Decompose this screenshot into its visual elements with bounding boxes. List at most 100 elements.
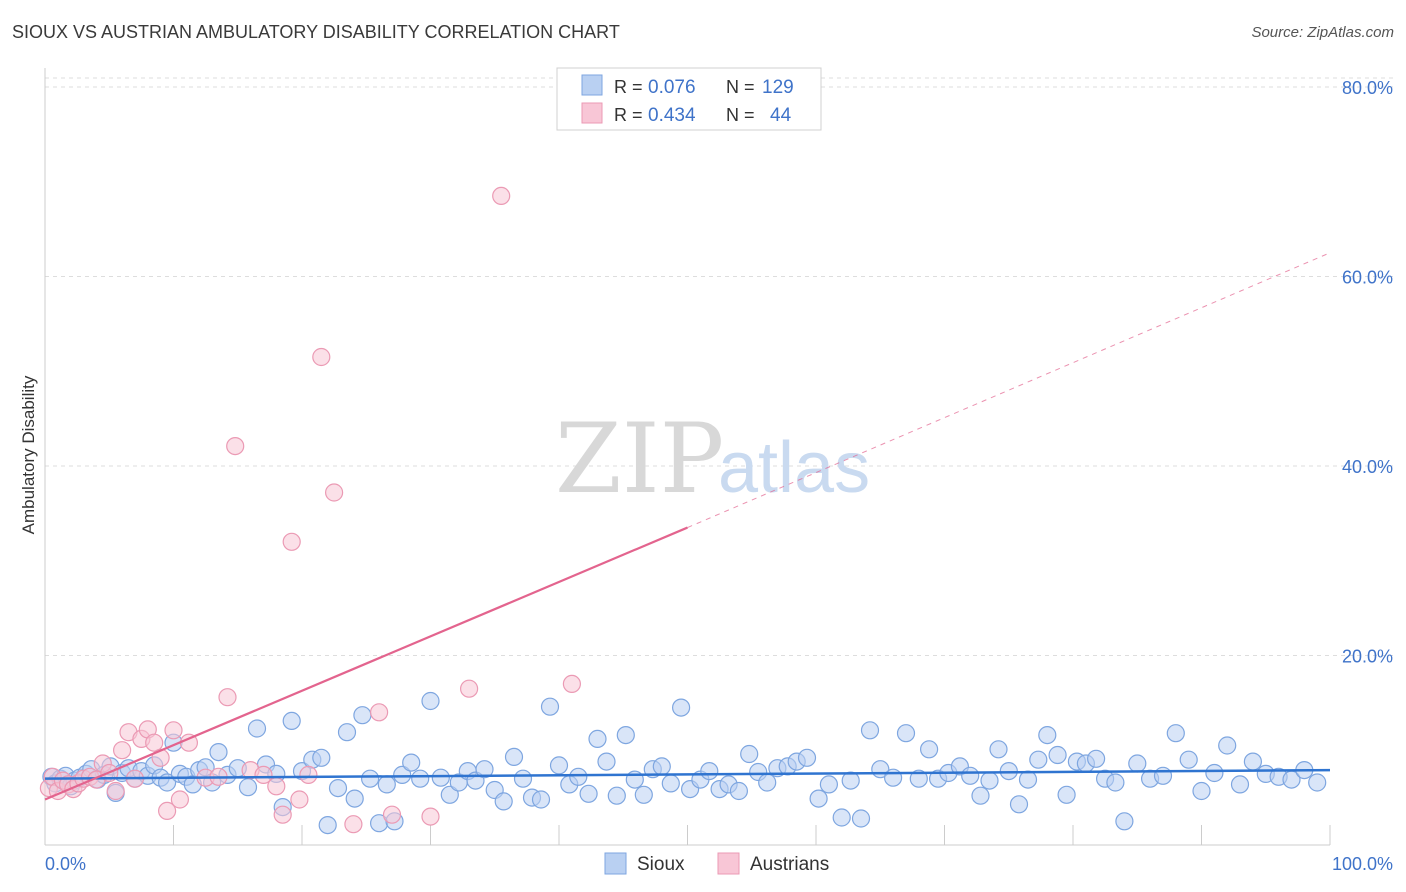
sioux-point-110 — [989, 740, 1008, 759]
sioux-point-72 — [607, 786, 626, 805]
y-tick-labels: 20.0% 40.0% 60.0% 80.0% — [1342, 78, 1393, 667]
sioux-point-70 — [588, 729, 607, 749]
austrians-point-31 — [273, 805, 292, 824]
watermark-atlas: atlas — [718, 428, 870, 508]
austrians-trend-extension — [687, 252, 1331, 529]
stats-n-value-sioux: 129 — [762, 77, 794, 98]
austrians-point-33 — [290, 790, 309, 809]
austrians-point-39 — [382, 805, 402, 824]
sioux-point-42 — [337, 723, 357, 742]
sioux-point-43 — [345, 789, 364, 808]
sioux-point-52 — [421, 691, 440, 711]
stats-r-label-austrians: R = — [614, 105, 643, 125]
sioux-point-126 — [1153, 766, 1173, 785]
sioux-point-85 — [729, 781, 749, 801]
sioux-point-64 — [531, 790, 551, 809]
stats-n-label-sioux: N = — [726, 77, 755, 97]
austrians-point-20 — [158, 801, 177, 821]
austrians-point-38 — [370, 703, 389, 722]
austrians-points — [39, 186, 582, 834]
sioux-point-93 — [809, 789, 828, 808]
austrians-point-13 — [112, 741, 132, 760]
sioux-point-116 — [1048, 745, 1067, 765]
sioux-point-88 — [758, 773, 777, 792]
sioux-point-129 — [1192, 781, 1211, 801]
austrians-point-37 — [344, 815, 363, 834]
sioux-point-58 — [475, 760, 494, 779]
sioux-point-86 — [740, 744, 759, 764]
sioux-point-97 — [851, 809, 871, 828]
austrians-point-18 — [145, 733, 164, 752]
y-tick-label-1: 40.0% — [1342, 457, 1393, 477]
legend-swatch-austrians — [717, 852, 740, 875]
sioux-point-77 — [652, 757, 671, 776]
y-axis-label: Ambulatory Disability — [19, 375, 38, 534]
sioux-point-107 — [961, 766, 980, 785]
sioux-point-96 — [841, 771, 860, 790]
sioux-point-54 — [440, 785, 459, 804]
x-tick-label-0: 0.0% — [45, 854, 86, 874]
sioux-point-82 — [700, 761, 719, 781]
sioux-point-69 — [579, 784, 598, 803]
austrians-point-40 — [421, 807, 440, 826]
sioux-point-39 — [312, 748, 331, 767]
sioux-point-114 — [1029, 750, 1048, 769]
austrians-point-32 — [282, 532, 301, 551]
trend-lines — [44, 252, 1331, 801]
sioux-point-115 — [1038, 725, 1057, 745]
sioux-point-95 — [832, 808, 851, 827]
sioux-point-138 — [1308, 773, 1327, 792]
sioux-point-123 — [1115, 812, 1134, 831]
austrians-point-21 — [164, 721, 183, 740]
sioux-point-66 — [549, 756, 569, 775]
sioux-point-41 — [328, 778, 348, 798]
sioux-point-28 — [209, 742, 228, 762]
sioux-point-65 — [540, 697, 560, 716]
sioux-point-75 — [634, 785, 653, 804]
sioux-point-49 — [393, 765, 412, 785]
sioux-point-109 — [980, 771, 999, 790]
sioux-point-132 — [1230, 775, 1250, 794]
watermark-zip: ZIP — [555, 403, 724, 515]
austrians-point-34 — [299, 765, 318, 785]
stats-n-value-austrians: 44 — [770, 105, 792, 126]
sioux-point-101 — [896, 724, 916, 743]
sioux-point-124 — [1128, 754, 1147, 773]
sioux-point-108 — [971, 786, 990, 805]
stats-r-value-austrians: 0.434 — [648, 105, 696, 126]
austrians-point-19 — [151, 748, 170, 767]
sioux-point-71 — [597, 752, 616, 771]
sioux-point-113 — [1018, 770, 1038, 789]
sioux-point-60 — [494, 792, 513, 811]
sioux-point-44 — [353, 706, 372, 725]
stats-swatch-sioux — [581, 74, 603, 96]
sioux-point-62 — [513, 769, 533, 788]
sioux-point-120 — [1086, 749, 1106, 768]
sioux-point-103 — [919, 740, 939, 759]
stats-n-label-austrians: N = — [726, 105, 755, 125]
stats-legend: R = 0.076 N = 129 R = 0.434 N = 44 — [556, 67, 822, 131]
sioux-point-127 — [1166, 724, 1185, 743]
austrians-point-42 — [492, 186, 511, 205]
sioux-trend-line — [44, 768, 1331, 780]
austrians-point-29 — [254, 765, 273, 785]
sioux-point-131 — [1218, 736, 1237, 755]
stats-r-label-sioux: R = — [614, 77, 643, 97]
austrians-point-41 — [460, 679, 479, 698]
sioux-point-36 — [282, 711, 301, 731]
y-tick-label-2: 60.0% — [1342, 267, 1393, 287]
chart-title: SIOUX VS AUSTRIAN AMBULATORY DISABILITY … — [12, 22, 620, 42]
legend-label-sioux: Sioux — [637, 854, 685, 875]
sioux-point-133 — [1243, 752, 1263, 771]
y-tick-label-0: 20.0% — [1342, 646, 1393, 666]
sioux-point-122 — [1106, 773, 1125, 792]
sioux-point-31 — [238, 778, 258, 797]
sioux-point-61 — [504, 747, 524, 767]
sioux-point-73 — [616, 725, 635, 745]
austrians-point-12 — [106, 781, 125, 801]
austrians-point-43 — [562, 674, 582, 694]
sioux-point-112 — [1009, 795, 1029, 814]
sioux-point-40 — [318, 815, 337, 835]
x-tick-labels: 0.0% 100.0% — [45, 854, 1393, 874]
